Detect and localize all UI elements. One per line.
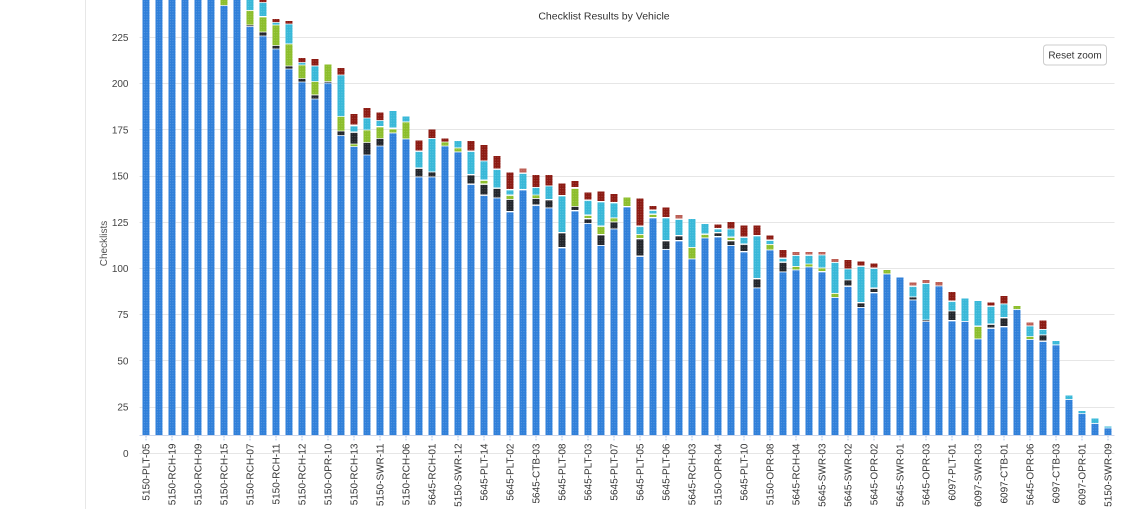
svg-text:5150-RCH-07: 5150-RCH-07 bbox=[245, 443, 256, 505]
svg-text:5645-PLT-05: 5645-PLT-05 bbox=[635, 443, 646, 501]
svg-text:5645-SWR-03: 5645-SWR-03 bbox=[817, 443, 828, 507]
svg-text:Reset zoom: Reset zoom bbox=[1048, 51, 1101, 62]
svg-text:Checklist Results by Vehicle: Checklist Results by Vehicle bbox=[538, 11, 669, 23]
svg-text:5645-OPR-06: 5645-OPR-06 bbox=[1025, 443, 1036, 505]
svg-text:5150-OPR-08: 5150-OPR-08 bbox=[765, 443, 776, 505]
svg-text:5150-OPR-04: 5150-OPR-04 bbox=[713, 443, 724, 505]
svg-text:5645-RCH-04: 5645-RCH-04 bbox=[791, 443, 802, 505]
svg-text:6097-OPR-01: 6097-OPR-01 bbox=[1077, 443, 1088, 505]
svg-text:175: 175 bbox=[112, 125, 129, 136]
svg-text:5150-OPR-10: 5150-OPR-10 bbox=[323, 443, 334, 505]
svg-text:5645-RCH-03: 5645-RCH-03 bbox=[687, 443, 698, 505]
svg-text:5150-RCH-19: 5150-RCH-19 bbox=[167, 443, 178, 505]
svg-text:6097-CTB-03: 6097-CTB-03 bbox=[1051, 443, 1062, 503]
svg-text:5645-PLT-07: 5645-PLT-07 bbox=[609, 443, 620, 501]
svg-text:5150-RCH-11: 5150-RCH-11 bbox=[271, 443, 282, 504]
svg-text:5645-PLT-14: 5645-PLT-14 bbox=[479, 443, 490, 501]
svg-text:5645-PLT-06: 5645-PLT-06 bbox=[661, 443, 672, 501]
svg-text:6097-CTB-01: 6097-CTB-01 bbox=[999, 443, 1010, 503]
svg-text:5150-RCH-13: 5150-RCH-13 bbox=[349, 443, 360, 505]
svg-text:5645-SWR-01: 5645-SWR-01 bbox=[895, 443, 906, 507]
svg-text:Checklists: Checklists bbox=[99, 221, 110, 267]
svg-text:150: 150 bbox=[112, 172, 129, 183]
svg-text:125: 125 bbox=[112, 218, 129, 229]
svg-text:5150-RCH-06: 5150-RCH-06 bbox=[401, 443, 412, 505]
svg-text:5150-RCH-12: 5150-RCH-12 bbox=[297, 443, 308, 505]
svg-text:5645-PLT-02: 5645-PLT-02 bbox=[505, 443, 516, 501]
svg-text:5150-PLT-05: 5150-PLT-05 bbox=[141, 443, 152, 501]
svg-text:5645-PLT-03: 5645-PLT-03 bbox=[583, 443, 594, 501]
svg-text:0: 0 bbox=[123, 449, 129, 460]
svg-text:5645-OPR-03: 5645-OPR-03 bbox=[921, 443, 932, 505]
svg-text:5150-RCH-15: 5150-RCH-15 bbox=[219, 443, 230, 505]
svg-text:6097-PLT-01: 6097-PLT-01 bbox=[947, 443, 958, 501]
svg-text:6097-SWR-03: 6097-SWR-03 bbox=[973, 443, 984, 507]
svg-text:225: 225 bbox=[112, 33, 129, 44]
svg-text:25: 25 bbox=[117, 403, 129, 414]
svg-text:5645-PLT-08: 5645-PLT-08 bbox=[557, 443, 568, 501]
svg-text:5645-PLT-10: 5645-PLT-10 bbox=[739, 443, 750, 501]
svg-text:100: 100 bbox=[112, 264, 129, 275]
svg-text:5150-RCH-09: 5150-RCH-09 bbox=[193, 443, 204, 505]
svg-text:5645-SWR-02: 5645-SWR-02 bbox=[843, 443, 854, 507]
svg-text:5645-RCH-01: 5645-RCH-01 bbox=[427, 443, 438, 505]
svg-text:5150-SWR-11: 5150-SWR-11 bbox=[375, 443, 386, 506]
svg-text:5150-SWR-12: 5150-SWR-12 bbox=[453, 443, 464, 507]
svg-text:75: 75 bbox=[117, 310, 129, 321]
svg-text:5150-SWR-09: 5150-SWR-09 bbox=[1103, 443, 1114, 507]
svg-text:50: 50 bbox=[117, 356, 129, 367]
svg-text:200: 200 bbox=[112, 79, 129, 90]
svg-text:5645-OPR-02: 5645-OPR-02 bbox=[869, 443, 880, 505]
svg-text:5645-CTB-03: 5645-CTB-03 bbox=[531, 443, 542, 503]
